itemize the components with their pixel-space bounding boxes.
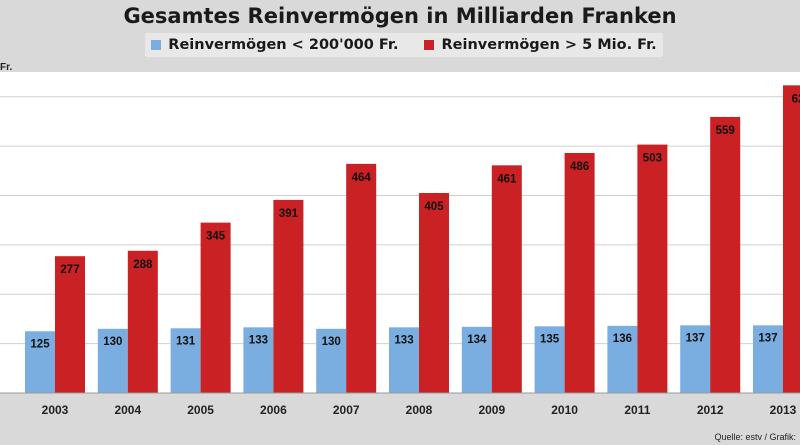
data-label: 345 xyxy=(206,231,226,243)
bar-high xyxy=(200,222,231,393)
bar-low xyxy=(170,328,201,393)
source-note: Quelle: estv / Grafik: xyxy=(714,432,796,442)
x-tick-label: 2011 xyxy=(624,403,650,417)
data-label: 137 xyxy=(686,332,705,344)
bar-high xyxy=(637,144,668,393)
bar-high xyxy=(55,256,85,393)
bar-high xyxy=(273,199,304,393)
bar-low xyxy=(316,328,347,393)
data-label: 134 xyxy=(467,334,487,346)
bar-high xyxy=(419,192,449,393)
data-label: 503 xyxy=(643,153,662,165)
data-label: 135 xyxy=(540,333,560,345)
chart-title: Gesamtes Reinvermögen in Milliarden Fran… xyxy=(123,4,677,28)
data-label: 391 xyxy=(279,208,299,220)
legend-swatch-low xyxy=(151,40,162,50)
data-label: 62 xyxy=(792,93,800,105)
x-tick-label: 2009 xyxy=(478,403,505,417)
bar-low xyxy=(534,326,565,393)
x-tick-label: 2007 xyxy=(333,403,360,417)
data-label: 133 xyxy=(394,334,413,346)
data-label: 464 xyxy=(352,172,372,184)
data-label: 130 xyxy=(322,336,341,348)
data-label: 131 xyxy=(176,335,196,347)
data-label: 130 xyxy=(103,336,122,348)
legend: Reinvermögen < 200'000 Fr. Reinvermögen … xyxy=(145,33,663,57)
x-tick-label: 2012 xyxy=(697,403,724,417)
bar-low xyxy=(389,327,419,393)
data-label: 136 xyxy=(613,333,632,345)
bar-low xyxy=(753,325,783,393)
bar-high xyxy=(346,163,377,393)
x-tick-label: 2006 xyxy=(260,403,287,417)
legend-label-high: Reinvermögen > 5 Mio. Fr. xyxy=(441,37,657,53)
bar-low xyxy=(25,331,55,393)
bar-high xyxy=(127,250,158,393)
bar-high xyxy=(491,165,522,393)
x-tick-label: 2004 xyxy=(114,403,141,417)
data-label: 461 xyxy=(497,173,517,185)
bar-low xyxy=(97,328,128,393)
x-tick-label: 2013 xyxy=(770,403,797,417)
bar-high xyxy=(564,152,595,393)
data-label: 277 xyxy=(60,264,79,276)
data-label: 137 xyxy=(758,332,777,344)
y-axis-unit-label: Fr. xyxy=(0,62,13,73)
data-label: 405 xyxy=(424,201,444,213)
data-label: 125 xyxy=(30,338,50,350)
x-tick-label: 2003 xyxy=(42,403,69,417)
bar-low xyxy=(243,327,274,393)
x-tick-label: 2005 xyxy=(187,403,214,417)
bar-high xyxy=(710,116,741,393)
data-label: 559 xyxy=(716,125,735,137)
bar-low xyxy=(680,325,711,393)
data-label: 133 xyxy=(249,334,268,346)
x-tick-label: 2010 xyxy=(551,403,578,417)
legend-swatch-high xyxy=(424,40,435,50)
bar-high xyxy=(783,85,800,393)
bar-low xyxy=(461,326,492,393)
x-tick-label: 2008 xyxy=(406,403,433,417)
bar-low xyxy=(607,325,638,393)
data-label: 486 xyxy=(570,161,589,173)
legend-item-low: Reinvermögen < 200'000 Fr. xyxy=(151,37,398,53)
data-label: 288 xyxy=(133,259,153,271)
legend-label-low: Reinvermögen < 200'000 Fr. xyxy=(168,37,399,53)
legend-item-high: Reinvermögen > 5 Mio. Fr. xyxy=(424,37,657,53)
